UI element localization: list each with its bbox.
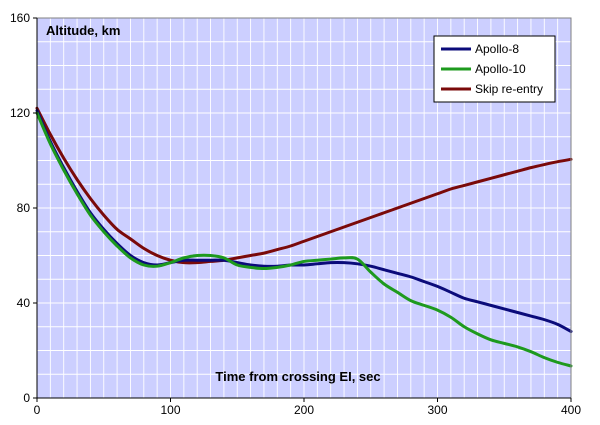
chart-title: Altitude, km [46,23,120,38]
x-axis-tick-labels: 0 100 200 300 400 [34,398,581,417]
x-tick-label: 100 [160,403,180,417]
legend-label-skip-re-entry: Skip re-entry [475,82,543,96]
y-tick-label: 160 [10,11,30,25]
series-line-apollo-10 [35,111,573,368]
legend-label-apollo-10: Apollo-10 [475,62,526,76]
legend-label-apollo-8: Apollo-8 [475,42,519,56]
series-line-skip-re-entry [35,106,573,265]
y-tick-label: 0 [23,391,30,405]
series-lines [35,106,573,368]
legend: Apollo-8 Apollo-10 Skip re-entry [433,35,556,103]
series-line-apollo-8 [35,109,573,333]
x-axis-title: Time from crossing EI, sec [215,369,380,384]
y-axis-tick-labels: 0 40 80 120 160 [10,11,37,405]
x-tick-label: 400 [561,403,581,417]
x-tick-label: 300 [427,403,447,417]
x-tick-label: 200 [294,403,314,417]
y-tick-label: 40 [17,296,31,310]
x-tick-label: 0 [34,403,41,417]
y-tick-label: 120 [10,106,30,120]
legend-items: Apollo-8 Apollo-10 Skip re-entry [441,42,543,96]
y-tick-label: 80 [17,201,31,215]
